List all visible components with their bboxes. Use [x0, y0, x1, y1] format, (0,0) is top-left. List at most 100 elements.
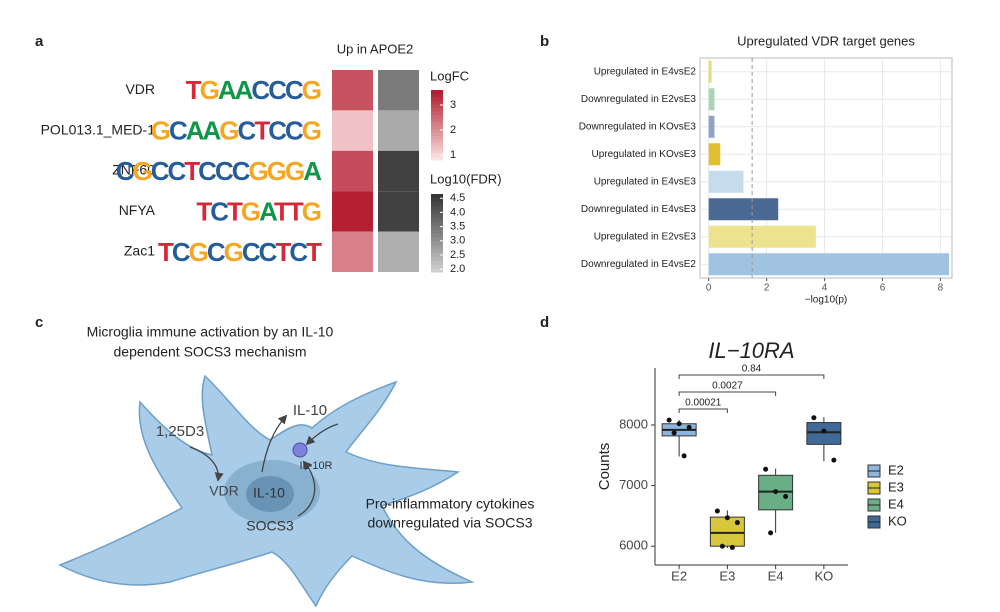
motif-letter: C: [238, 115, 257, 145]
x-tick-label: E2: [671, 568, 687, 583]
colorbar-step: [431, 233, 443, 238]
arrow: [189, 446, 224, 482]
arrow: [305, 423, 339, 446]
data-point: [686, 424, 692, 430]
diagram-label: 1,25D3: [156, 423, 204, 440]
motif-letter: T: [186, 75, 202, 105]
arrow: [261, 414, 288, 473]
row-label: Zac1: [124, 243, 155, 259]
motif-letter: C: [251, 75, 270, 105]
motif-letter: A: [203, 115, 222, 145]
motif-letter: T: [158, 237, 174, 267]
arrow: [297, 460, 316, 517]
row-label: ZNF60: [112, 162, 155, 178]
motif-letter: T: [184, 156, 200, 186]
motif-letter: G: [241, 196, 260, 226]
row-label: POL013.1_MED-1: [41, 121, 156, 137]
motif-letter: C: [207, 237, 226, 267]
y-tick-label: Downregulated in E2vsE3: [581, 94, 697, 105]
motif-letter: T: [227, 196, 243, 226]
legend-title: LogFC: [430, 68, 469, 83]
data-point: [714, 508, 720, 514]
colorbar-tick-label: 3.0: [450, 235, 465, 247]
motif-letter: C: [198, 156, 217, 186]
x-tick-label: 2: [764, 283, 770, 294]
data-point: [724, 515, 730, 521]
motif-letter: C: [285, 75, 304, 105]
colorbar-step: [431, 236, 443, 242]
heat-cell: [378, 231, 419, 272]
colorbar-step: [431, 221, 443, 226]
heat-cell: [332, 70, 373, 111]
colorbar-step: [431, 244, 443, 250]
diagram-label: VDR: [209, 483, 239, 499]
significance-bracket: [678, 374, 825, 379]
colorbar-step: [431, 229, 443, 234]
data-point: [676, 421, 682, 427]
colorbar-tick-label: 2.0: [450, 263, 465, 275]
motif-letter: C: [285, 115, 304, 145]
colorbar-step: [431, 90, 443, 94]
p-value: 0.0027: [712, 381, 743, 392]
heat-cell: [332, 231, 373, 272]
motif-letter: A: [235, 75, 254, 105]
panel-label: b: [540, 33, 549, 50]
colorbar-step: [431, 268, 443, 273]
colorbar-step: [431, 256, 443, 261]
y-tick-label: Downregulated in E4vsE3: [581, 204, 697, 215]
legend-label: E3: [888, 479, 904, 494]
motif-logo: TCTGATTG: [196, 196, 320, 226]
x-tick-label: 4: [822, 283, 828, 294]
colorbar-step: [431, 252, 443, 257]
bar: [708, 60, 712, 83]
data-point: [666, 417, 672, 423]
data-point: [681, 453, 687, 459]
colorbar-step: [431, 156, 443, 161]
bar: [708, 115, 715, 138]
colorbar-tick-label: 2: [450, 124, 456, 136]
heat-cell: [332, 150, 373, 192]
colorbar-step: [431, 149, 443, 154]
colorbar-tick-label: 3: [450, 99, 456, 111]
motif-letter: C: [289, 237, 308, 267]
p-value: 0.00021: [685, 398, 722, 409]
x-tick-label: 0: [706, 283, 712, 294]
colorbar-tick-label: 3.5: [450, 221, 465, 233]
y-tick-label: Upregulated in E4vsE3: [594, 176, 697, 187]
legend-title: Log10(FDR): [430, 171, 502, 186]
colorbar-step: [431, 104, 443, 108]
motif-letter: T: [274, 196, 290, 226]
motif-letter: C: [259, 237, 278, 267]
colorbar-step: [431, 128, 443, 133]
colorbar-step: [431, 132, 443, 136]
bar: [708, 88, 715, 111]
legend-label: E4: [888, 496, 904, 511]
colorbar-tick-label: 4.5: [450, 192, 465, 204]
colorbar-step: [431, 248, 443, 253]
data-point: [734, 520, 740, 526]
motif-letter: G: [285, 156, 304, 186]
heat-cell: [378, 70, 419, 111]
colorbar-step: [431, 97, 443, 101]
heat-cell: [332, 110, 373, 151]
diagram-label: IL-10: [293, 402, 327, 419]
panel-label: c: [35, 314, 43, 331]
diagram-label: SOCS3: [246, 518, 294, 534]
motif-letter: T: [254, 115, 270, 145]
data-point: [831, 457, 837, 463]
p-value: 0.84: [742, 364, 762, 375]
diagram-note: Pro-inflammatory cytokines: [366, 496, 535, 512]
x-tick-label: E3: [719, 568, 735, 583]
significance-bracket: [678, 408, 728, 413]
diagram-title: dependent SOCS3 mechanism: [114, 344, 307, 360]
motif-logo: TGAACCCG: [186, 75, 321, 105]
motif-letter: C: [268, 115, 287, 145]
y-tick-label: 7000: [619, 477, 648, 492]
x-tick-label: 6: [880, 283, 886, 294]
motif-letter: C: [242, 237, 261, 267]
motif-letter: G: [189, 237, 208, 267]
motif-letter: C: [268, 75, 287, 105]
motif-letter: C: [215, 156, 234, 186]
data-point: [773, 489, 779, 495]
colorbar-tick-label: 1: [450, 149, 456, 161]
